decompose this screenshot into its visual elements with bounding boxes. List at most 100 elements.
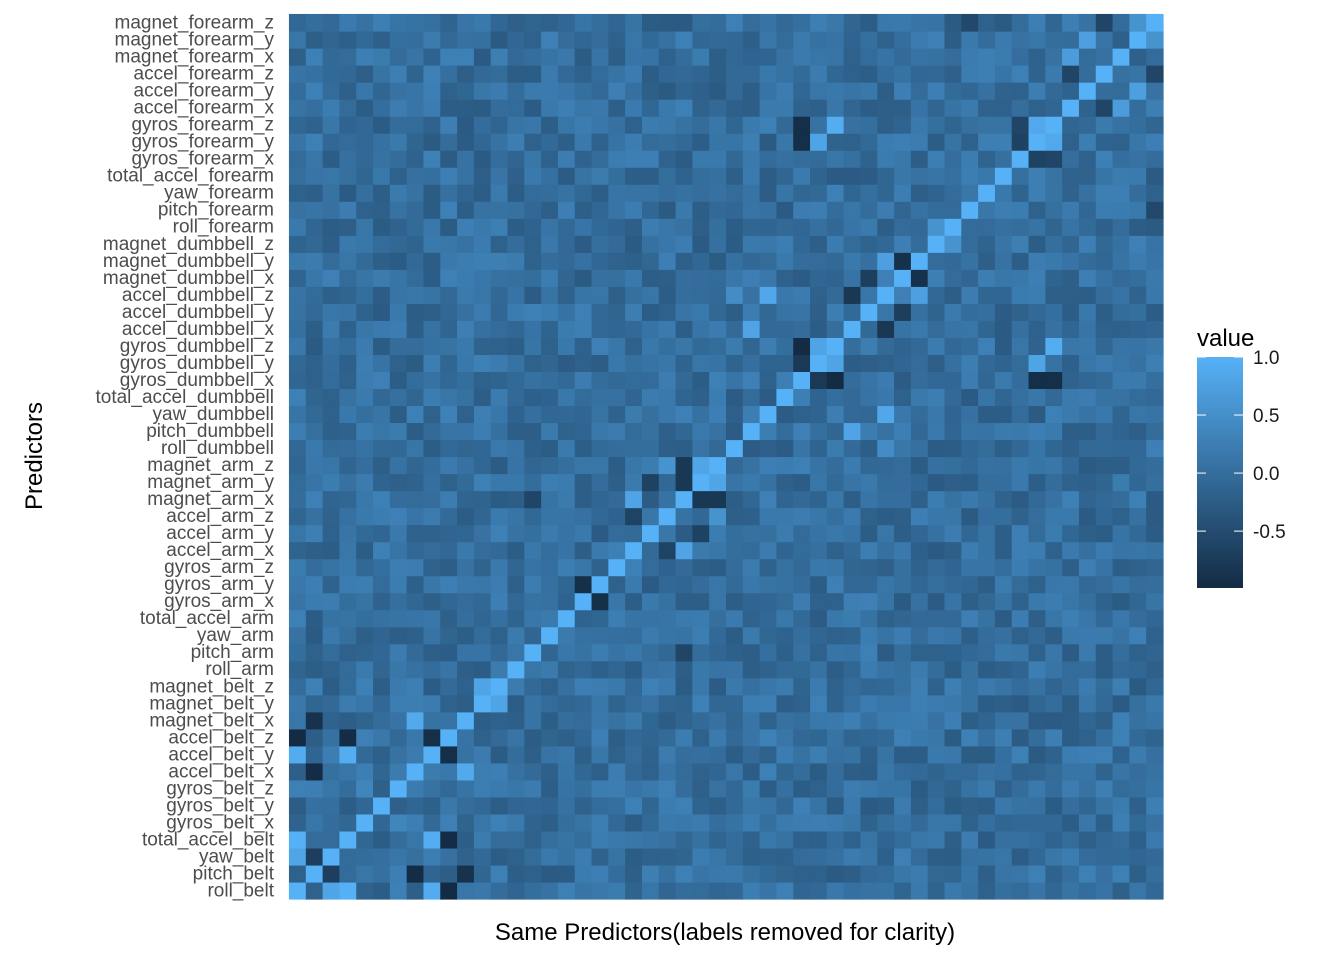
heatmap-cell [776, 184, 794, 202]
heatmap-cell [1011, 269, 1030, 287]
heatmap-cell [843, 252, 862, 270]
heatmap-cell [373, 354, 391, 372]
heatmap-cell [1062, 694, 1080, 713]
heatmap-cell [675, 235, 693, 253]
heatmap-cell [1062, 592, 1080, 611]
heatmap-cell [726, 65, 744, 83]
heatmap-cell [473, 796, 492, 815]
heatmap-cell [709, 235, 727, 253]
heatmap-cell [810, 745, 828, 764]
heatmap-cell [507, 847, 525, 866]
heatmap-cell [709, 354, 727, 372]
heatmap-cell [406, 728, 425, 747]
heatmap-cell [423, 218, 441, 236]
heatmap-cell [457, 201, 475, 219]
heatmap-cell [810, 643, 828, 662]
heatmap-cell [675, 847, 693, 866]
heatmap-cell [591, 65, 609, 83]
heatmap-cell [423, 65, 441, 83]
heatmap-cell [507, 524, 525, 543]
heatmap-cell [440, 269, 458, 287]
heatmap-cell [1146, 14, 1164, 32]
heatmap-cell [742, 609, 761, 628]
heatmap-cell [557, 643, 576, 662]
heatmap-cell [944, 48, 962, 66]
heatmap-cell [793, 337, 811, 355]
heatmap-cell [574, 507, 593, 526]
heatmap-cell [692, 830, 710, 849]
heatmap-cell [961, 31, 979, 49]
heatmap-cell [625, 337, 643, 355]
heatmap-cell [776, 218, 794, 236]
heatmap-cell [608, 14, 626, 32]
heatmap-cell [860, 184, 878, 202]
heatmap-cell [692, 31, 710, 49]
heatmap-cell [1112, 184, 1130, 202]
heatmap-cell [1129, 201, 1147, 219]
heatmap-cell [978, 99, 996, 117]
heatmap-cell [978, 626, 996, 645]
heatmap-cell [759, 575, 778, 594]
heatmap-cell [557, 660, 576, 679]
heatmap-cell [524, 490, 542, 509]
heatmap-cell [978, 677, 996, 696]
heatmap-cell [1045, 813, 1063, 832]
heatmap-cell [641, 847, 660, 866]
heatmap-cell [591, 745, 609, 764]
heatmap-cell [894, 541, 912, 560]
heatmap-cell [978, 184, 996, 202]
heatmap-cell [776, 116, 794, 134]
heatmap-cell [608, 201, 626, 219]
heatmap-cell [507, 813, 525, 832]
heatmap-cell [742, 694, 761, 713]
heatmap-cell [709, 405, 727, 424]
heatmap-cell [692, 286, 710, 304]
heatmap-cell [776, 728, 794, 747]
heatmap-cell [440, 728, 458, 747]
heatmap-cell [843, 558, 862, 577]
heatmap-cell [927, 541, 946, 560]
heatmap-cell [322, 524, 341, 543]
heatmap-cell [776, 881, 794, 900]
heatmap-cell [692, 82, 710, 100]
heatmap-cell [473, 65, 492, 83]
heatmap-cell [826, 456, 845, 475]
heatmap-cell [1028, 405, 1046, 424]
heatmap-cell [339, 473, 357, 492]
heatmap-cell [289, 286, 307, 304]
heatmap-cell [1146, 235, 1164, 253]
heatmap-cell [406, 694, 425, 713]
y-tick-label: accel_belt_y [168, 744, 274, 765]
heatmap-cell [608, 762, 626, 781]
heatmap-cell [1011, 643, 1030, 662]
heatmap-cell [389, 354, 408, 372]
heatmap-cell [1011, 847, 1030, 866]
heatmap-cell [406, 847, 425, 866]
heatmap-cell [305, 473, 324, 492]
heatmap-cell [776, 541, 794, 560]
heatmap-cell [1011, 65, 1030, 83]
heatmap-cell [894, 507, 912, 526]
heatmap-cell [759, 167, 778, 185]
heatmap-cell [1062, 864, 1080, 883]
heatmap-cell [524, 847, 542, 866]
heatmap-cell [457, 422, 475, 441]
heatmap-cell [1112, 252, 1130, 270]
heatmap-cell [1078, 439, 1097, 458]
heatmap-cell [641, 541, 660, 560]
heatmap-cell [1045, 881, 1063, 900]
heatmap-cell [793, 354, 811, 372]
heatmap-cell [978, 762, 996, 781]
heatmap-cell [877, 456, 895, 475]
heatmap-cell [692, 235, 710, 253]
heatmap-cell [1045, 235, 1063, 253]
heatmap-cell [1028, 507, 1046, 526]
heatmap-cell [1095, 167, 1114, 185]
heatmap-cell [1028, 609, 1046, 628]
heatmap-cell [692, 337, 710, 355]
heatmap-cell [507, 82, 525, 100]
heatmap-cell [759, 456, 778, 475]
heatmap-cell [1062, 388, 1080, 407]
heatmap-cell [726, 881, 744, 900]
heatmap-cell [1146, 779, 1164, 798]
